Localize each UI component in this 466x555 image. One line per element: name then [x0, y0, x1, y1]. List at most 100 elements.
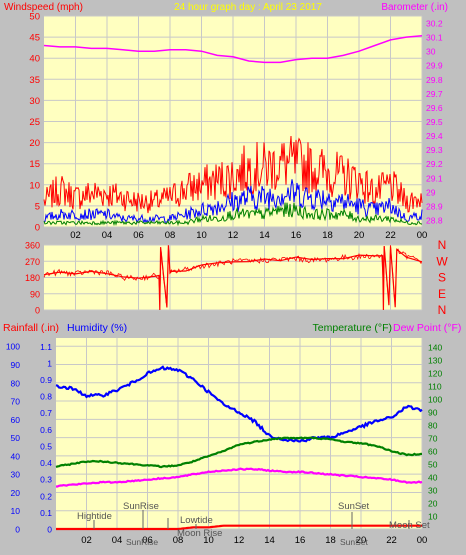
temperature-tick-label: 10: [428, 512, 438, 522]
compass-label: N: [438, 238, 447, 252]
climate-series-humidity-line: [55, 365, 423, 443]
sunrise-label: SunRise: [123, 501, 159, 512]
rainfall-tick-label: 0.2: [40, 491, 52, 501]
climate-time-tick-label: 00: [417, 535, 428, 546]
climate-series-dew-point-line: [56, 467, 423, 488]
windspeed-tick-label: 35: [29, 75, 40, 86]
climate-time-tick-label: 16: [295, 535, 306, 546]
wind-time-tick-label: 04: [102, 230, 113, 241]
climate-time-tick-label: 10: [203, 535, 214, 546]
moonrise-label: Moon Rise: [177, 528, 222, 539]
wind-time-tick-label: 22: [385, 230, 396, 241]
windspeed-tick-label: 30: [29, 96, 40, 107]
temperature-tick-label: 30: [428, 486, 438, 496]
humidity-tick-label: 0: [15, 525, 20, 535]
barometer-tick-label: 30.2: [426, 19, 443, 29]
wind-time-tick-label: 06: [133, 230, 144, 241]
temperature-tick-label: 70: [428, 434, 438, 444]
humidity-axis-label: Humidity (%): [67, 322, 127, 334]
climate-time-tick-label: 04: [112, 535, 123, 546]
climate-series-rainfall-line: [56, 524, 422, 531]
direction-tick-label: 270: [25, 257, 40, 267]
barometer-tick-label: 28.9: [426, 201, 443, 211]
windspeed-tick-label: 20: [29, 138, 40, 149]
temperature-tick-label: 60: [428, 447, 438, 457]
temperature-tick-label: 40: [428, 473, 438, 483]
barometer-tick-label: 29.7: [426, 89, 443, 99]
wind-plot-grid: [44, 15, 423, 228]
direction-tick-labels: 360 270 180 90 0: [25, 241, 40, 316]
compass-label: E: [438, 287, 446, 301]
wind-time-tick-label: 14: [259, 230, 270, 241]
temperature-tick-label: 50: [428, 460, 438, 470]
temperature-tick-label: 80: [428, 421, 438, 431]
barometer-tick-label: 30.1: [426, 33, 443, 43]
wind-series-average-line: [43, 179, 423, 224]
rainfall-tick-label: 0.1: [40, 508, 52, 518]
wind-direction-noise: [43, 245, 423, 304]
windspeed-tick-label: 0: [35, 223, 40, 234]
barometer-tick-label: 30: [426, 47, 436, 57]
wind-series-gust-line: [43, 135, 423, 214]
temperature-tick-labels: 10 20 30 40 50 60 70 80 90 100 110 120 130 140: [428, 343, 442, 522]
compass-label: N: [438, 303, 447, 317]
rainfall-tick-label: 0.5: [40, 441, 52, 451]
barometer-tick-label: 29.5: [426, 117, 443, 127]
chart-title: 24 hour graph day : April 23 2017: [174, 2, 322, 13]
wind-time-tick-label: 16: [291, 230, 302, 241]
sunset-label: SunSet: [338, 501, 370, 512]
compass-label: W: [436, 254, 448, 268]
barometer-tick-label: 29.4: [426, 131, 443, 141]
lowtide-label: Lowtide: [180, 515, 213, 526]
astro-annotations: Hightide SunRise Lowtide Moon Rise SunSe…: [77, 501, 430, 547]
climate-time-tick-label: 22: [386, 535, 397, 546]
compass-label: S: [438, 271, 446, 285]
wind-time-tick-label: 10: [196, 230, 207, 241]
rainfall-tick-label: 0.7: [40, 408, 52, 418]
wind-plot-series: [43, 34, 423, 227]
temperature-tick-label: 140: [428, 343, 442, 353]
windspeed-tick-labels: 0 5 10 15 20 25 30 35 40 45 50: [29, 12, 40, 234]
windspeed-tick-label: 5: [35, 201, 40, 212]
barometer-axis-label: Barometer (.in): [381, 2, 448, 13]
temperature-tick-label: 130: [428, 356, 442, 366]
barometer-tick-label: 28.8: [426, 215, 443, 225]
wind-time-tick-label: 12: [228, 230, 239, 241]
wind-time-tick-label: 08: [165, 230, 176, 241]
temperature-tick-label: 120: [428, 369, 442, 379]
humidity-tick-label: 60: [11, 415, 21, 425]
direction-tick-label: 90: [30, 289, 40, 299]
barometer-tick-label: 29.9: [426, 61, 443, 71]
temperature-tick-label: 100: [428, 395, 442, 405]
climate-time-tick-label: 18: [325, 535, 336, 546]
windspeed-axis-label: Windspeed (mph): [4, 2, 83, 13]
wind-time-tick-label: 20: [354, 230, 365, 241]
wind-time-tick-labels: 02 04 06 08 10 12 14 16 18 20 22 00: [70, 230, 427, 241]
direction-tick-label: 360: [25, 241, 40, 251]
temperature-tick-label: 110: [428, 382, 442, 392]
barometer-tick-label: 29.2: [426, 159, 443, 169]
rainfall-tick-label: 1.1: [40, 342, 52, 352]
temperature-tick-label: 90: [428, 408, 438, 418]
humidity-tick-label: 10: [11, 506, 21, 516]
direction-plot-series: [43, 245, 423, 311]
barometer-tick-label: 29.1: [426, 173, 443, 183]
dewpoint-axis-label: Dew Point (°F): [393, 322, 461, 334]
direction-plot-grid: [44, 244, 423, 311]
climate-time-tick-label: 12: [234, 535, 245, 546]
hightide-label: Hightide: [77, 511, 112, 522]
climate-time-tick-labels: 02 04 06 08 10 12 14 16 18 20 22 00: [81, 535, 427, 546]
temperature-axis-label: Temperature (°F): [313, 322, 392, 334]
climate-time-tick-label: 20: [356, 535, 367, 546]
direction-tick-label: 0: [35, 306, 40, 316]
climate-series-temperature-line: [55, 436, 423, 469]
direction-tick-label: 180: [25, 273, 40, 283]
humidity-tick-label: 80: [11, 378, 21, 388]
rainfall-tick-label: 1: [47, 358, 52, 368]
rainfall-tick-label: 0.6: [40, 425, 52, 435]
climate-time-tick-label: 06: [142, 535, 153, 546]
moonset-label: Moon Set: [389, 520, 430, 531]
humidity-tick-labels: 0 10 20 30 40 50 60 70 80 90 100: [6, 342, 20, 535]
